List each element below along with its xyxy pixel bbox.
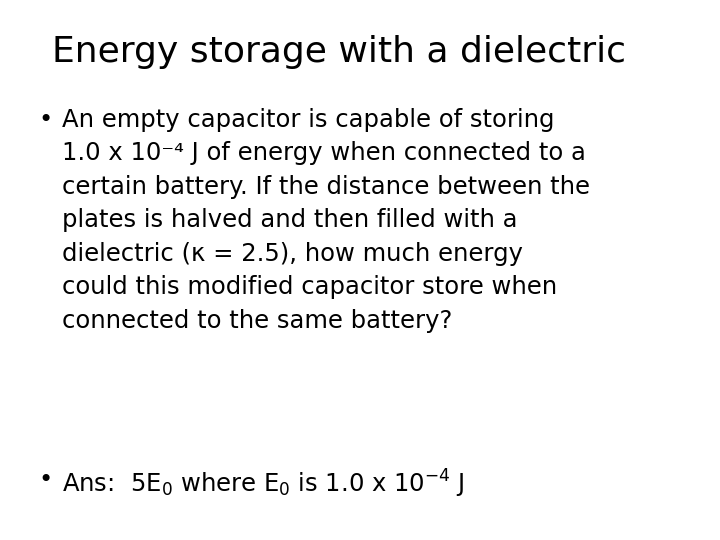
Text: could this modified capacitor store when: could this modified capacitor store when <box>62 275 557 300</box>
Text: Ans:  5E$_0$ where E$_0$ is 1.0 x 10$^{-4}$ J: Ans: 5E$_0$ where E$_0$ is 1.0 x 10$^{-4… <box>62 468 464 500</box>
Text: dielectric (κ = 2.5), how much energy: dielectric (κ = 2.5), how much energy <box>62 242 523 266</box>
Text: •: • <box>38 468 53 492</box>
Text: Energy storage with a dielectric: Energy storage with a dielectric <box>52 35 626 69</box>
Text: connected to the same battery?: connected to the same battery? <box>62 309 452 333</box>
Text: certain battery. If the distance between the: certain battery. If the distance between… <box>62 175 590 199</box>
Text: 1.0 x 10⁻⁴ J of energy when connected to a: 1.0 x 10⁻⁴ J of energy when connected to… <box>62 141 586 165</box>
Text: An empty capacitor is capable of storing: An empty capacitor is capable of storing <box>62 108 554 132</box>
Text: plates is halved and then filled with a: plates is halved and then filled with a <box>62 208 518 233</box>
Text: •: • <box>38 108 53 132</box>
